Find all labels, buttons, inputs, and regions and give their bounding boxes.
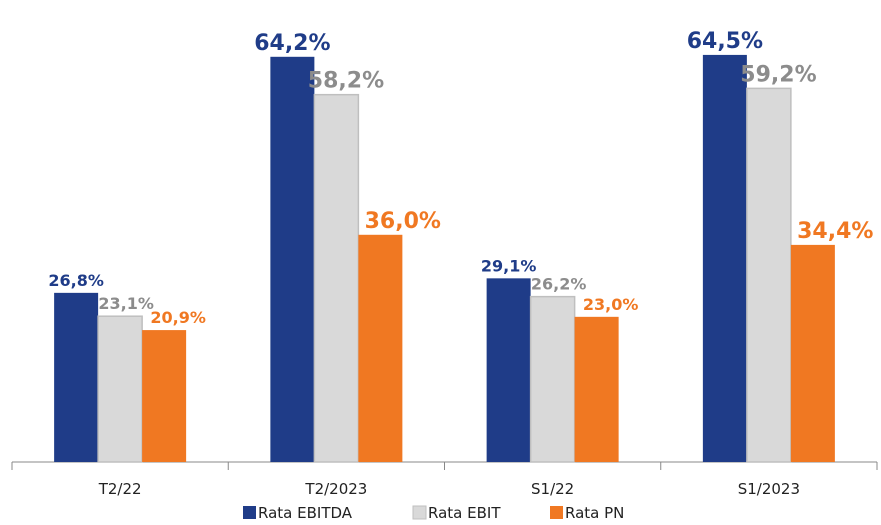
bar [790, 244, 835, 462]
bar [358, 234, 403, 462]
value-label: 26,8% [48, 271, 104, 290]
legend-label: Rata PN [565, 504, 624, 522]
legend-swatch [412, 505, 427, 520]
x-tick-label: S1/2023 [738, 480, 800, 498]
value-label: 29,1% [481, 256, 537, 275]
value-label: 26,2% [531, 275, 587, 294]
value-label: 64,5% [687, 29, 763, 54]
value-label: 23,0% [583, 295, 639, 314]
bar [313, 93, 360, 463]
bar [97, 315, 143, 463]
value-label: 59,2% [740, 62, 816, 87]
x-tick-label: T2/2023 [304, 480, 367, 498]
legend-label: Rata EBIT [428, 504, 501, 522]
bar [574, 316, 619, 462]
value-label: 64,2% [254, 31, 330, 56]
value-label: 58,2% [308, 69, 384, 94]
bar [702, 54, 747, 462]
x-tick-label: T2/22 [98, 480, 142, 498]
bar [486, 278, 531, 462]
x-tick-label: S1/22 [531, 480, 574, 498]
legend-label: Rata EBITDA [258, 504, 353, 522]
bar [270, 56, 315, 462]
legend-swatch [550, 506, 563, 519]
value-label: 34,4% [797, 219, 873, 244]
bar [142, 330, 187, 462]
bar [529, 295, 576, 463]
bar [746, 87, 792, 463]
legend-swatch [243, 506, 256, 519]
value-label: 23,1% [98, 294, 154, 313]
value-label: 20,9% [150, 308, 206, 327]
bar [54, 292, 99, 462]
value-label: 36,0% [365, 209, 441, 234]
